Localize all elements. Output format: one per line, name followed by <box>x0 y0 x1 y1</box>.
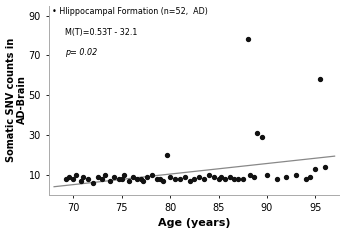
Point <box>231 177 237 180</box>
Point <box>219 175 224 179</box>
Point <box>135 177 140 180</box>
Point <box>121 173 127 176</box>
Point <box>196 175 202 179</box>
Point <box>161 179 166 183</box>
Point <box>172 177 178 180</box>
Point <box>131 175 136 179</box>
Point <box>116 177 122 180</box>
Point <box>126 179 131 183</box>
Point <box>255 131 260 135</box>
Point <box>154 177 159 180</box>
Point <box>80 175 86 179</box>
Point <box>149 173 155 176</box>
Point <box>191 177 197 180</box>
Point <box>90 181 96 184</box>
Point <box>85 177 91 180</box>
Point <box>66 175 71 179</box>
X-axis label: Age (years): Age (years) <box>158 219 230 228</box>
Point <box>100 177 105 180</box>
Point <box>248 173 253 176</box>
Point <box>167 175 173 179</box>
Point <box>274 177 279 180</box>
Point <box>293 173 299 176</box>
Point <box>223 177 228 180</box>
Point <box>78 179 84 183</box>
Y-axis label: Somatic SNV counts in
AD-Brain: Somatic SNV counts in AD-Brain <box>6 38 27 162</box>
Point <box>227 175 233 179</box>
Point <box>211 175 216 179</box>
Point <box>165 153 170 157</box>
Point <box>235 177 240 180</box>
Point <box>303 177 308 180</box>
Point <box>95 175 100 179</box>
Text: p= 0.02: p= 0.02 <box>65 48 98 57</box>
Text: M(T)=0.53T - 32.1: M(T)=0.53T - 32.1 <box>65 28 138 37</box>
Point <box>308 175 313 179</box>
Point <box>63 177 68 180</box>
Point <box>140 179 146 183</box>
Point <box>102 173 108 176</box>
Point <box>111 175 117 179</box>
Point <box>259 135 265 139</box>
Point <box>317 77 323 81</box>
Point <box>71 177 76 180</box>
Point <box>158 177 163 180</box>
Point <box>138 177 144 180</box>
Point <box>284 175 289 179</box>
Point <box>252 175 257 179</box>
Point <box>313 167 318 171</box>
Text: • Hlippocampal Formation (n=52,  AD): • Hlippocampal Formation (n=52, AD) <box>52 7 208 16</box>
Point <box>73 173 79 176</box>
Point <box>177 177 183 180</box>
Point <box>240 177 246 180</box>
Point <box>144 175 150 179</box>
Point <box>216 177 221 180</box>
Point <box>201 177 207 180</box>
Point <box>264 173 270 176</box>
Point <box>245 37 250 41</box>
Point <box>182 175 187 179</box>
Point <box>107 179 113 183</box>
Point <box>322 165 328 168</box>
Point <box>187 179 192 183</box>
Point <box>119 177 125 180</box>
Point <box>206 173 211 176</box>
